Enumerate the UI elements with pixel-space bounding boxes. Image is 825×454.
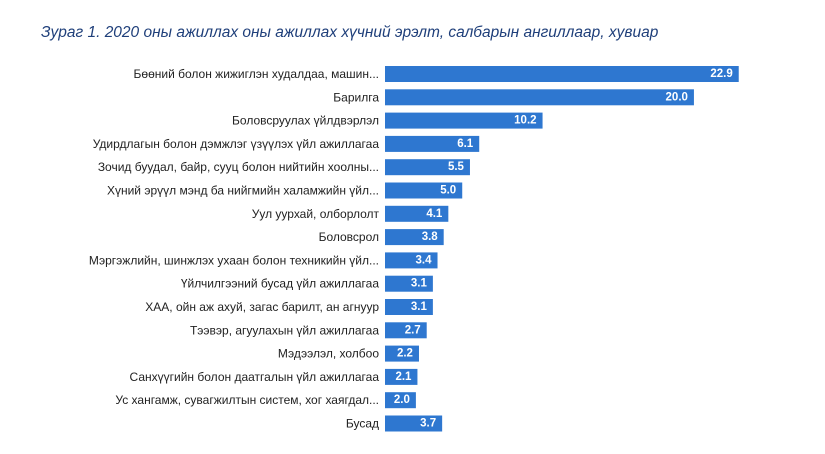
bar — [385, 252, 438, 269]
bar — [385, 368, 418, 385]
category-label: Боловсрол — [319, 230, 379, 244]
value-label: 2.1 — [395, 371, 412, 383]
bar — [385, 135, 480, 152]
value-label: 10.2 — [514, 115, 536, 127]
bar-row: Боловсруулах үйлдвэрлэл 10.2 — [232, 112, 543, 129]
value-label: 2.0 — [394, 394, 410, 406]
value-label: 3.7 — [420, 418, 436, 430]
category-label: ХАА, ойн аж ахуй, загас барилт, ан агнуу… — [145, 300, 379, 314]
bar-row: Барилга 20.0 — [333, 89, 694, 106]
bar — [385, 89, 694, 106]
category-label: Бөөний болон жижиглэн худалдаа, машин... — [134, 67, 379, 81]
bar — [385, 182, 463, 199]
category-label: Уул уурхай, олборлолт — [252, 207, 380, 221]
bar — [385, 66, 739, 82]
value-label: 20.0 — [666, 91, 688, 103]
bar-row: Тээвэр, агуулахын үйл ажиллагаа 2.7 — [190, 322, 427, 339]
bar-row: Мэргэжлийн, шинжлэх ухаан болон техникий… — [89, 252, 438, 269]
value-label: 3.4 — [416, 254, 433, 266]
category-label: Үйлчилгээний бусад үйл ажиллагаа — [181, 277, 379, 291]
bar-row: Хүний эрүүл мэнд ба нийгмийн халамжийн ү… — [107, 182, 463, 199]
bar — [385, 229, 444, 246]
bar-row: Ус хангамж, сувагжилтын систем, хог хаяг… — [115, 392, 416, 409]
category-label: Зочид буудал, байр, сууц болон нийтийн х… — [98, 160, 379, 174]
value-label: 3.1 — [411, 278, 428, 290]
category-label: Мэдээлэл, холбоо — [278, 347, 379, 361]
category-label: Боловсруулах үйлдвэрлэл — [232, 114, 379, 128]
value-label: 3.8 — [422, 231, 439, 243]
bar — [385, 345, 419, 362]
bar — [385, 275, 433, 292]
bar-row: ХАА, ойн аж ахуй, загас барилт, ан агнуу… — [145, 299, 433, 315]
value-label: 2.2 — [397, 348, 413, 360]
value-label: 5.5 — [448, 161, 465, 173]
value-label: 2.7 — [405, 324, 421, 336]
bar — [385, 415, 443, 432]
bar — [385, 205, 449, 222]
category-label: Санхүүгийн болон даатгалын үйл ажиллагаа — [130, 370, 380, 384]
bar-row: Зочид буудал, байр, сууц болон нийтийн х… — [98, 159, 470, 176]
chart-title: Зураг 1. 2020 оны ажиллах оны ажиллах хү… — [41, 24, 659, 41]
bar — [385, 112, 543, 129]
bar — [385, 159, 470, 176]
bar — [385, 299, 433, 315]
category-label: Удирдлагын болон дэмжлэг үзүүлэх үйл ажи… — [93, 137, 380, 151]
bar-row: Уул уурхай, олборлолт 4.1 — [252, 205, 449, 222]
bar-row: Боловсрол 3.8 — [319, 229, 444, 246]
value-label: 6.1 — [457, 138, 474, 150]
category-label: Хүний эрүүл мэнд ба нийгмийн халамжийн ү… — [107, 184, 379, 198]
category-label: Тээвэр, агуулахын үйл ажиллагаа — [190, 323, 379, 337]
bar-row: Мэдээлэл, холбоо 2.2 — [278, 345, 419, 362]
bar-row: Санхүүгийн болон даатгалын үйл ажиллагаа… — [130, 368, 418, 385]
category-label: Ус хангамж, сувагжилтын систем, хог хаяг… — [115, 393, 379, 407]
bar — [385, 322, 427, 339]
value-label: 22.9 — [710, 68, 732, 80]
value-label: 3.1 — [411, 301, 428, 313]
value-label: 5.0 — [440, 185, 456, 197]
category-label: Мэргэжлийн, шинжлэх ухаан болон техникий… — [89, 253, 379, 267]
bar — [385, 392, 416, 409]
category-label: Барилга — [333, 90, 379, 104]
bar-row: Үйлчилгээний бусад үйл ажиллагаа 3.1 — [181, 275, 433, 292]
bar-row: Бөөний болон жижиглэн худалдаа, машин...… — [134, 66, 739, 82]
value-label: 4.1 — [426, 208, 443, 220]
bar-row: Бусад 3.7 — [346, 415, 443, 432]
category-label: Бусад — [346, 417, 379, 431]
bar-row: Удирдлагын болон дэмжлэг үзүүлэх үйл ажи… — [93, 135, 480, 152]
